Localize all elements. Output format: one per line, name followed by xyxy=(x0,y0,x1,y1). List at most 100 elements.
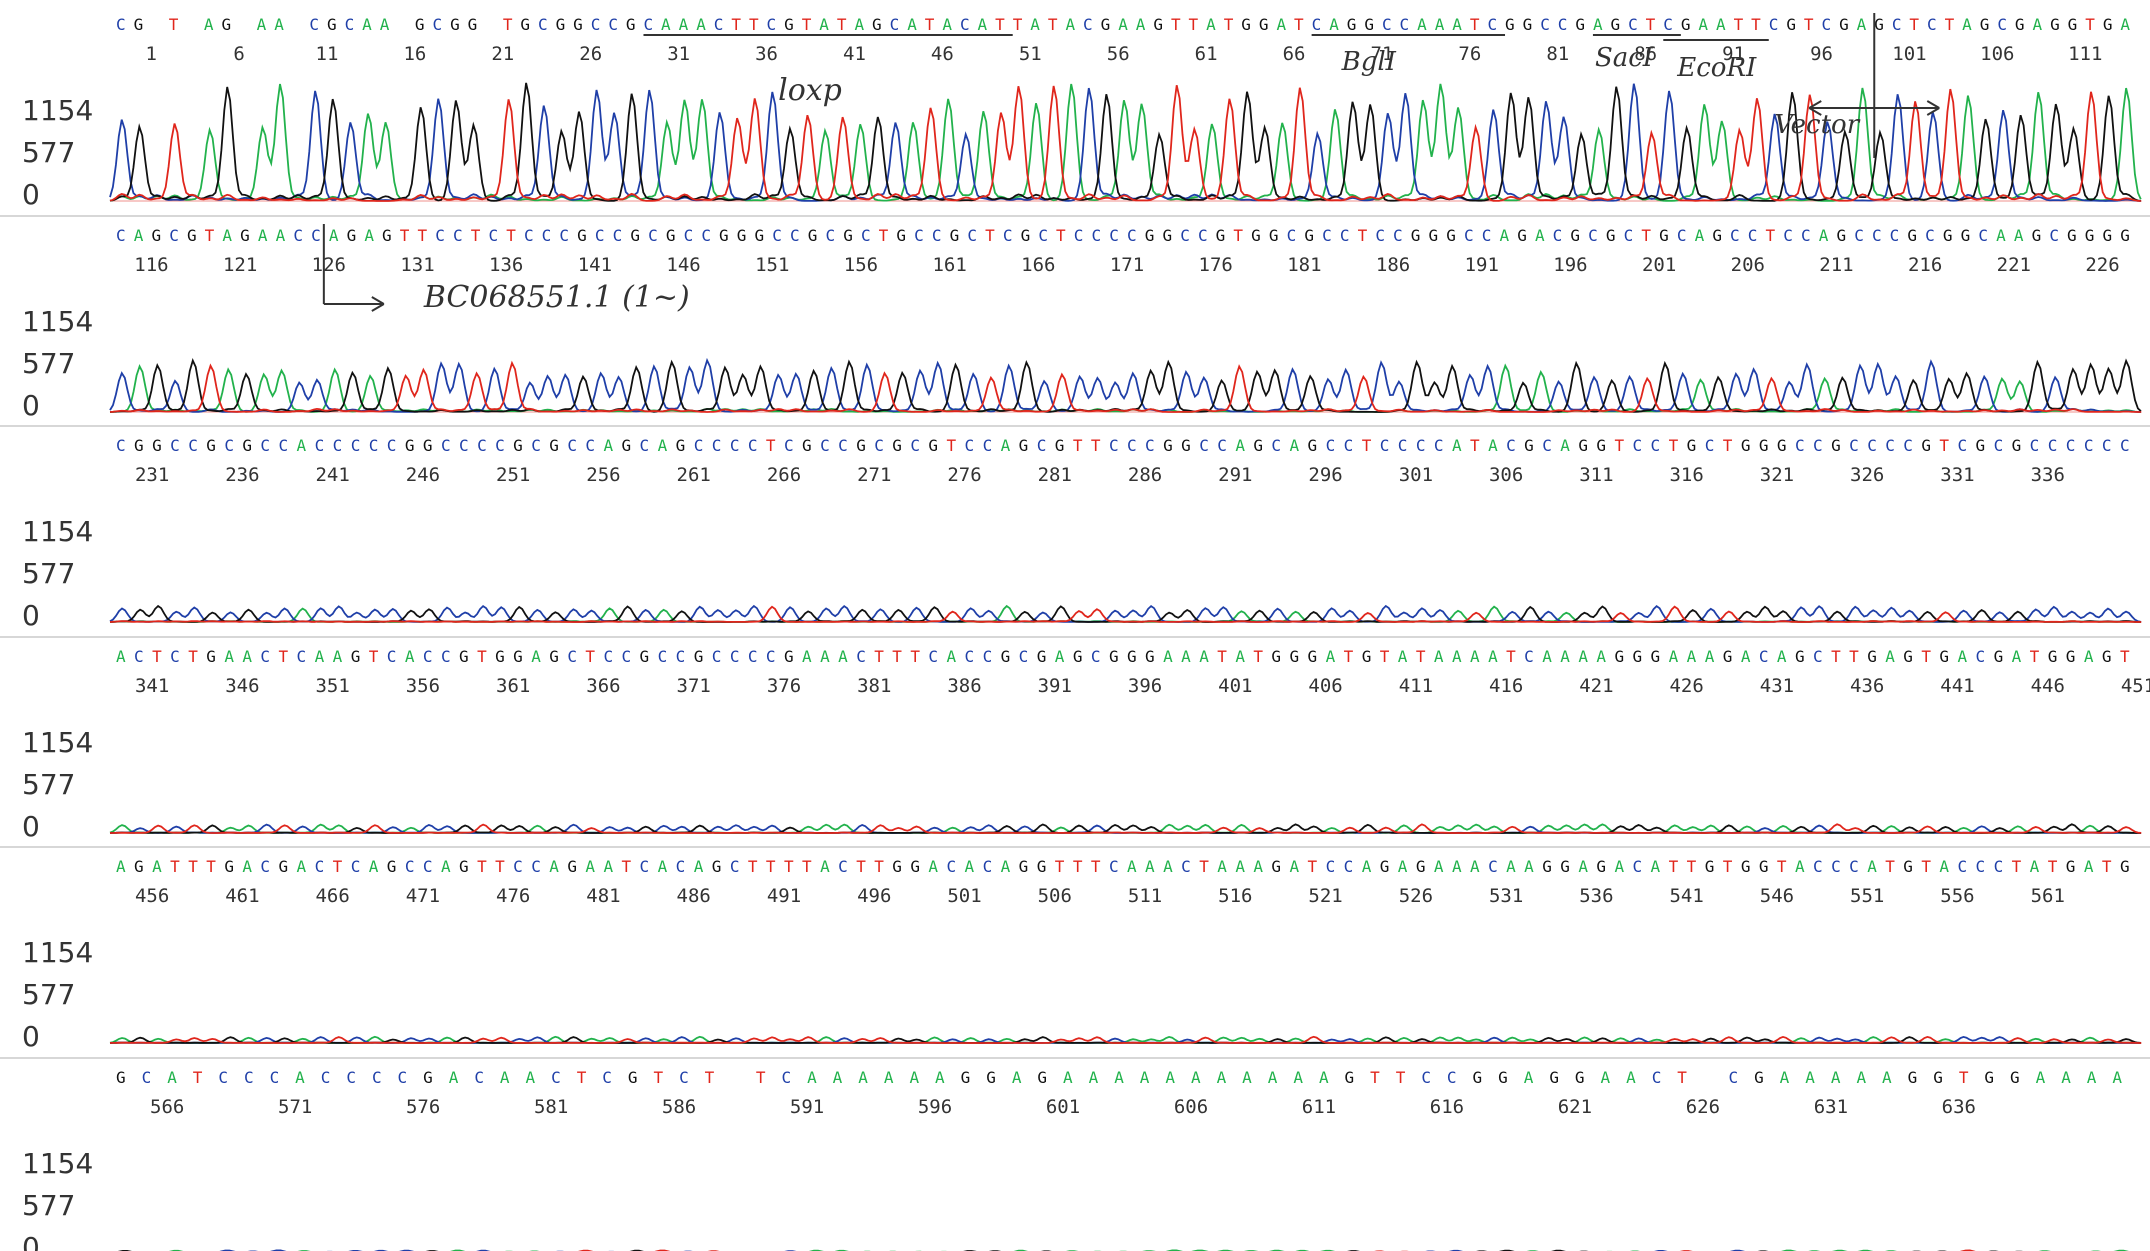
base-call: A xyxy=(1962,15,1972,34)
base-call: A xyxy=(1593,15,1603,34)
base-call: C xyxy=(116,15,126,34)
base-call: G xyxy=(1162,226,1172,245)
position-label: 171 xyxy=(1110,254,1144,276)
base-call: A xyxy=(1705,647,1715,666)
base-call: G xyxy=(1606,226,1616,245)
position-label: 356 xyxy=(406,675,440,697)
base-call: C xyxy=(1109,436,1119,455)
base-call: C xyxy=(730,857,740,876)
base-call: T xyxy=(1777,857,1787,876)
base-call: G xyxy=(1831,436,1841,455)
base-call: T xyxy=(1013,15,1023,34)
base-call: C xyxy=(1380,436,1390,455)
base-call: T xyxy=(503,15,513,34)
base-call: C xyxy=(983,857,993,876)
base-call: A xyxy=(820,647,830,666)
base-call: A xyxy=(1191,1068,1201,1087)
base-call: G xyxy=(423,436,433,455)
base-call: G xyxy=(950,226,960,245)
base-call: C xyxy=(1633,436,1643,455)
base-call: C xyxy=(1849,857,1859,876)
position-label: 461 xyxy=(225,885,259,907)
base-call: A xyxy=(449,1068,459,1087)
base-call: T xyxy=(278,647,288,666)
base-call: C xyxy=(1434,436,1444,455)
base-call: G xyxy=(1651,647,1661,666)
base-call: A xyxy=(2061,1068,2071,1087)
position-label: 321 xyxy=(1760,464,1794,486)
base-call: C xyxy=(928,647,938,666)
base-call: G xyxy=(1933,1068,1943,1087)
base-call: T xyxy=(749,15,759,34)
base-call: C xyxy=(315,436,325,455)
position-label: 1 xyxy=(145,43,156,65)
base-call: C xyxy=(2102,436,2112,455)
base-call: C xyxy=(861,226,871,245)
base-call: G xyxy=(1524,436,1534,455)
position-label: 416 xyxy=(1489,675,1523,697)
y-tick-label: 577 xyxy=(22,978,75,1011)
base-call: G xyxy=(928,436,938,455)
base-call: C xyxy=(1885,436,1895,455)
base-call: C xyxy=(965,647,975,666)
position-label: 491 xyxy=(767,885,801,907)
y-tick-label: 0 xyxy=(22,178,40,211)
position-label: 391 xyxy=(1038,675,1072,697)
base-call: G xyxy=(1380,857,1390,876)
base-call: C xyxy=(1927,15,1937,34)
base-call: A xyxy=(167,1068,177,1087)
position-label: 146 xyxy=(666,254,700,276)
base-call: C xyxy=(372,1068,382,1087)
base-call: C xyxy=(701,226,711,245)
position-label: 201 xyxy=(1642,254,1676,276)
position-label: 66 xyxy=(1283,43,1306,65)
base-call: G xyxy=(1241,15,1251,34)
position-label: 591 xyxy=(790,1096,824,1118)
base-call: T xyxy=(2048,857,2058,876)
base-call: C xyxy=(694,436,704,455)
base-call: A xyxy=(1417,15,1427,34)
base-call: G xyxy=(896,226,906,245)
base-call: A xyxy=(819,15,829,34)
base-call: C xyxy=(712,647,722,666)
position-label: 631 xyxy=(1814,1096,1848,1118)
base-call: G xyxy=(1416,857,1426,876)
base-call: C xyxy=(346,1068,356,1087)
base-call: C xyxy=(983,436,993,455)
position-label: 156 xyxy=(844,254,878,276)
base-call: A xyxy=(1716,15,1726,34)
base-call: A xyxy=(369,857,379,876)
base-call: G xyxy=(242,436,252,455)
base-call: C xyxy=(1801,226,1811,245)
base-call: C xyxy=(1326,857,1336,876)
trace-a xyxy=(109,363,2141,413)
base-call: G xyxy=(1786,15,1796,34)
base-call: A xyxy=(1136,15,1146,34)
base-call: C xyxy=(495,436,505,455)
base-call: G xyxy=(872,15,882,34)
base-call: C xyxy=(1705,436,1715,455)
base-call: A xyxy=(1434,647,1444,666)
base-call: C xyxy=(260,647,270,666)
base-call: A xyxy=(1268,1068,1278,1087)
trace-g xyxy=(109,604,2142,623)
base-call: C xyxy=(1813,436,1823,455)
base-call: C xyxy=(1019,647,1029,666)
base-call: A xyxy=(1140,1068,1150,1087)
base-call: C xyxy=(1506,436,1516,455)
position-label: 351 xyxy=(315,675,349,697)
base-call: G xyxy=(1759,857,1769,876)
position-label: 436 xyxy=(1850,675,1884,697)
base-call: C xyxy=(524,226,534,245)
base-call: G xyxy=(2068,15,2078,34)
y-tick-label: 0 xyxy=(22,1231,40,1251)
position-label: 476 xyxy=(496,885,530,907)
base-call: A xyxy=(854,15,864,34)
base-call: A xyxy=(1857,15,1867,34)
position-label: 396 xyxy=(1128,675,1162,697)
base-call: G xyxy=(2048,647,2058,666)
base-call: T xyxy=(585,647,595,666)
position-label: 501 xyxy=(947,885,981,907)
base-call: G xyxy=(1037,647,1047,666)
base-call: C xyxy=(116,436,126,455)
